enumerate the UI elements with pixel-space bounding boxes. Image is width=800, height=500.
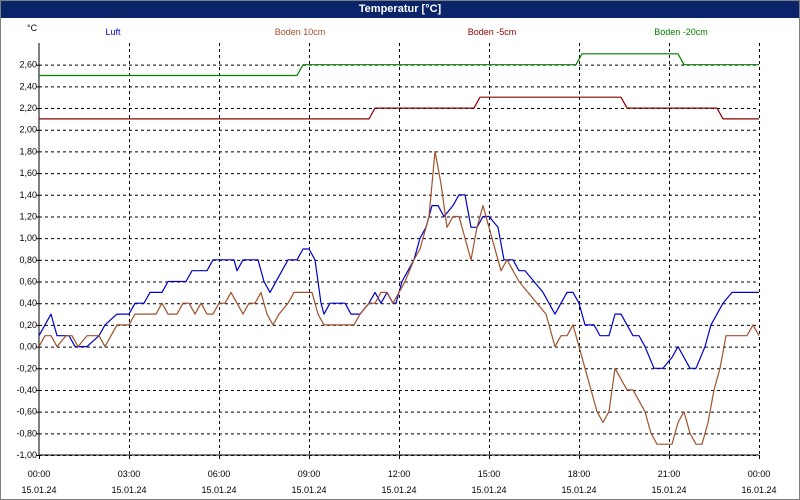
x-tick-date: 15.01.24 xyxy=(111,485,146,495)
y-tick-label: 1,80 xyxy=(19,146,37,156)
x-tick-time: 03:00 xyxy=(118,469,141,479)
y-tick-label: -1,00 xyxy=(16,450,37,460)
y-tick-label: 1,20 xyxy=(19,211,37,221)
y-axis-label: °C xyxy=(27,23,38,33)
y-tick-label: 0,60 xyxy=(19,277,37,287)
x-tick-time: 00:00 xyxy=(28,469,51,479)
y-tick-label: -0,40 xyxy=(16,385,37,395)
y-tick-label: 0,00 xyxy=(19,342,37,352)
legend: Luft Boden 10cm Boden -5cm Boden -20cm xyxy=(105,27,707,37)
x-tick-time: 18:00 xyxy=(568,469,591,479)
legend-item: Luft xyxy=(105,27,121,37)
x-tick-date: 15.01.24 xyxy=(651,485,686,495)
x-tick-time: 00:00 xyxy=(748,469,771,479)
x-tick-time: 12:00 xyxy=(388,469,411,479)
y-tick-label: 2,40 xyxy=(19,81,37,91)
y-tick-label: 1,60 xyxy=(19,168,37,178)
y-tick-label: 2,00 xyxy=(19,125,37,135)
y-tick-label: 1,00 xyxy=(19,233,37,243)
grid-lines xyxy=(39,43,760,456)
series-line xyxy=(38,194,759,369)
x-tick-date: 15.01.24 xyxy=(471,485,506,495)
y-tick-label: 2,60 xyxy=(19,60,37,70)
x-tick-time: 15:00 xyxy=(478,469,501,479)
series-line xyxy=(39,53,759,77)
y-axis-ticks: -1,00 -0,80 -0,60 -0,40 -0,20 0,00 0,20 0,40 0,6… xyxy=(16,60,39,460)
x-tick-date: 15.01.24 xyxy=(561,485,596,495)
y-tick-label: -0,20 xyxy=(16,363,37,373)
y-tick-label: 2,20 xyxy=(19,103,37,113)
window-title: Temperatur [°C] xyxy=(1,1,799,18)
y-tick-label: 0,80 xyxy=(19,255,37,265)
x-tick-date: 15.01.24 xyxy=(381,485,416,495)
x-tick-time: 21:00 xyxy=(658,469,681,479)
series-lines xyxy=(38,53,760,445)
series-line xyxy=(39,96,759,120)
x-tick-date: 15.01.24 xyxy=(201,485,236,495)
series-line xyxy=(38,150,760,445)
y-tick-label: -0,80 xyxy=(16,428,37,438)
x-tick-time: 09:00 xyxy=(298,469,321,479)
legend-item: Boden 10cm xyxy=(275,27,326,37)
legend-item: Boden -5cm xyxy=(468,27,517,37)
y-tick-label: 0,40 xyxy=(19,298,37,308)
y-tick-label: 1,40 xyxy=(19,190,37,200)
y-tick-label: -0,60 xyxy=(16,407,37,417)
y-tick-label: 0,20 xyxy=(19,320,37,330)
legend-item: Boden -20cm xyxy=(654,27,708,37)
temperature-chart: -1,00 -0,80 -0,60 -0,40 -0,20 0,00 0,20 0,40 0,6… xyxy=(16,23,777,495)
x-tick-date: 15.01.24 xyxy=(291,485,326,495)
x-axis-ticks: 00:00 15.01.24 03:00 15.01.24 06:00 15.01.24 0… xyxy=(21,455,777,495)
x-tick-date: 15.01.24 xyxy=(21,485,56,495)
x-tick-time: 06:00 xyxy=(208,469,231,479)
x-tick-date: 16.01.24 xyxy=(741,485,776,495)
